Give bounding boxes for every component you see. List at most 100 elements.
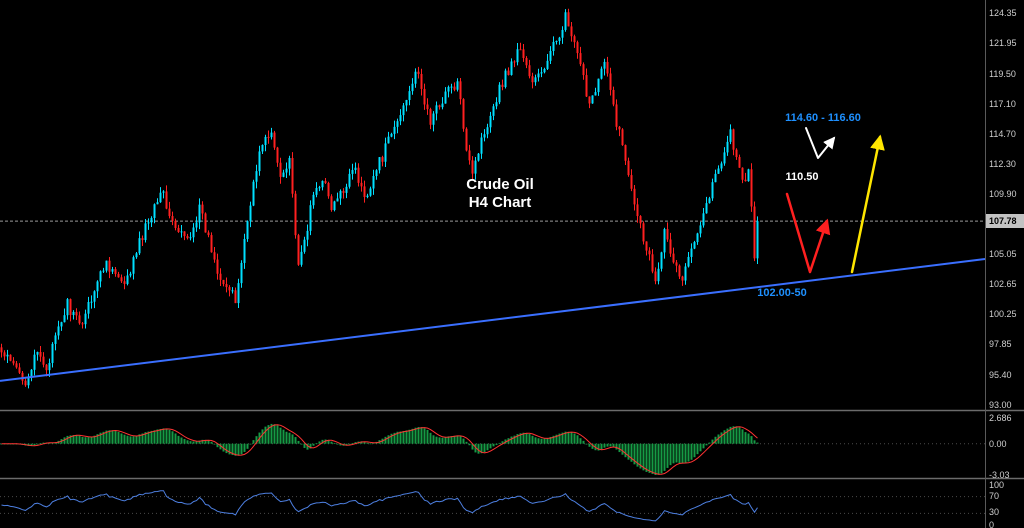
candle-body bbox=[675, 262, 678, 266]
candle-body bbox=[222, 279, 225, 285]
white-bounce-arrow[interactable] bbox=[805, 127, 836, 159]
histogram-bar bbox=[630, 443, 633, 462]
histogram-bar bbox=[213, 443, 216, 445]
candle-body bbox=[213, 252, 216, 260]
histogram-bar bbox=[657, 443, 660, 475]
candle-body bbox=[741, 167, 744, 180]
candle-body bbox=[483, 134, 486, 138]
histogram-bar bbox=[678, 443, 681, 464]
candle-body bbox=[537, 73, 540, 78]
histogram-bar bbox=[573, 433, 576, 444]
histogram-bar bbox=[384, 436, 387, 444]
histogram-bar bbox=[576, 435, 579, 444]
histogram-bar bbox=[495, 443, 498, 445]
candle-body bbox=[90, 301, 93, 303]
histogram-bar bbox=[42, 442, 45, 444]
histogram-bar bbox=[150, 430, 153, 444]
histogram-bar bbox=[393, 432, 396, 444]
histogram-bar bbox=[48, 442, 51, 444]
candle-body bbox=[156, 202, 159, 205]
candle-body bbox=[636, 204, 639, 217]
histogram-bar bbox=[492, 443, 495, 447]
histogram-bar bbox=[264, 426, 267, 444]
candle-body bbox=[705, 203, 708, 214]
histogram-bar bbox=[480, 443, 483, 454]
candle-body bbox=[18, 367, 21, 373]
candle-body bbox=[411, 83, 414, 92]
candle-body bbox=[396, 121, 399, 127]
histogram-bar bbox=[414, 427, 417, 444]
candle-body bbox=[138, 238, 141, 254]
histogram-bar bbox=[501, 441, 504, 444]
histogram-bar bbox=[750, 436, 753, 444]
red-pullback-arrow[interactable] bbox=[785, 192, 831, 274]
histogram-bar bbox=[729, 426, 732, 444]
chart-title-line1: Crude Oil bbox=[466, 176, 534, 193]
histogram-bar bbox=[120, 433, 123, 444]
histogram-bar bbox=[435, 436, 438, 444]
histogram-bar bbox=[627, 443, 630, 460]
candle-body bbox=[30, 369, 33, 377]
candle-body bbox=[492, 106, 495, 116]
support-trendline[interactable] bbox=[0, 258, 986, 382]
candle-body bbox=[102, 270, 105, 272]
histogram-bar bbox=[267, 425, 270, 444]
candle-body bbox=[546, 60, 549, 69]
candle-body bbox=[309, 205, 312, 231]
histogram-bar bbox=[168, 429, 171, 444]
candle-body bbox=[591, 95, 594, 104]
candle-body bbox=[276, 147, 279, 163]
histogram-bar bbox=[441, 437, 444, 444]
candle-body bbox=[552, 41, 555, 51]
macd-signal-line bbox=[1, 424, 758, 475]
price-axis-label: 102.65 bbox=[989, 279, 1017, 290]
histogram-bar bbox=[243, 443, 246, 452]
indicator1-axis-label: 0.00 bbox=[989, 438, 1007, 449]
histogram-bar bbox=[90, 436, 93, 444]
candle-body bbox=[528, 65, 531, 77]
histogram-bar bbox=[558, 433, 561, 444]
histogram-bar bbox=[684, 443, 687, 463]
histogram-bar bbox=[105, 430, 108, 444]
histogram-bar bbox=[300, 443, 303, 445]
histogram-bar bbox=[498, 442, 501, 444]
histogram-bar bbox=[318, 441, 321, 444]
histogram-bar bbox=[477, 443, 480, 454]
histogram-bar bbox=[177, 435, 180, 444]
histogram-bar bbox=[459, 436, 462, 444]
histogram-bar bbox=[450, 436, 453, 444]
histogram-bar bbox=[279, 427, 282, 444]
candle-body bbox=[366, 195, 369, 198]
candle-body bbox=[447, 86, 450, 92]
candle-body bbox=[165, 191, 168, 209]
candle-body bbox=[216, 259, 219, 274]
candle-body bbox=[267, 136, 270, 138]
candle-body bbox=[555, 40, 558, 42]
histogram-bar bbox=[534, 437, 537, 444]
histogram-bar bbox=[648, 443, 651, 473]
candle-body bbox=[378, 157, 381, 171]
candle-body bbox=[240, 262, 243, 284]
yellow-rally-arrow[interactable] bbox=[850, 134, 885, 274]
histogram-bar bbox=[540, 438, 543, 444]
candle-body bbox=[93, 291, 96, 302]
histogram-bar bbox=[288, 432, 291, 444]
histogram-bar bbox=[141, 433, 144, 444]
histogram-bar bbox=[111, 430, 114, 444]
histogram-bar bbox=[387, 435, 390, 444]
histogram-bar bbox=[324, 439, 327, 444]
level-110-50-label: 110.50 bbox=[785, 171, 819, 183]
histogram-bar bbox=[69, 435, 72, 444]
candle-body bbox=[123, 281, 126, 284]
candle-body bbox=[294, 193, 297, 236]
candle-body bbox=[564, 12, 567, 30]
histogram-bar bbox=[633, 443, 636, 465]
candle-body bbox=[711, 182, 714, 199]
histogram-bar bbox=[555, 434, 558, 444]
candle-body bbox=[732, 129, 735, 150]
candle-body bbox=[150, 217, 153, 223]
histogram-bar bbox=[531, 435, 534, 444]
histogram-bar bbox=[462, 438, 465, 444]
candle-body bbox=[159, 192, 162, 203]
